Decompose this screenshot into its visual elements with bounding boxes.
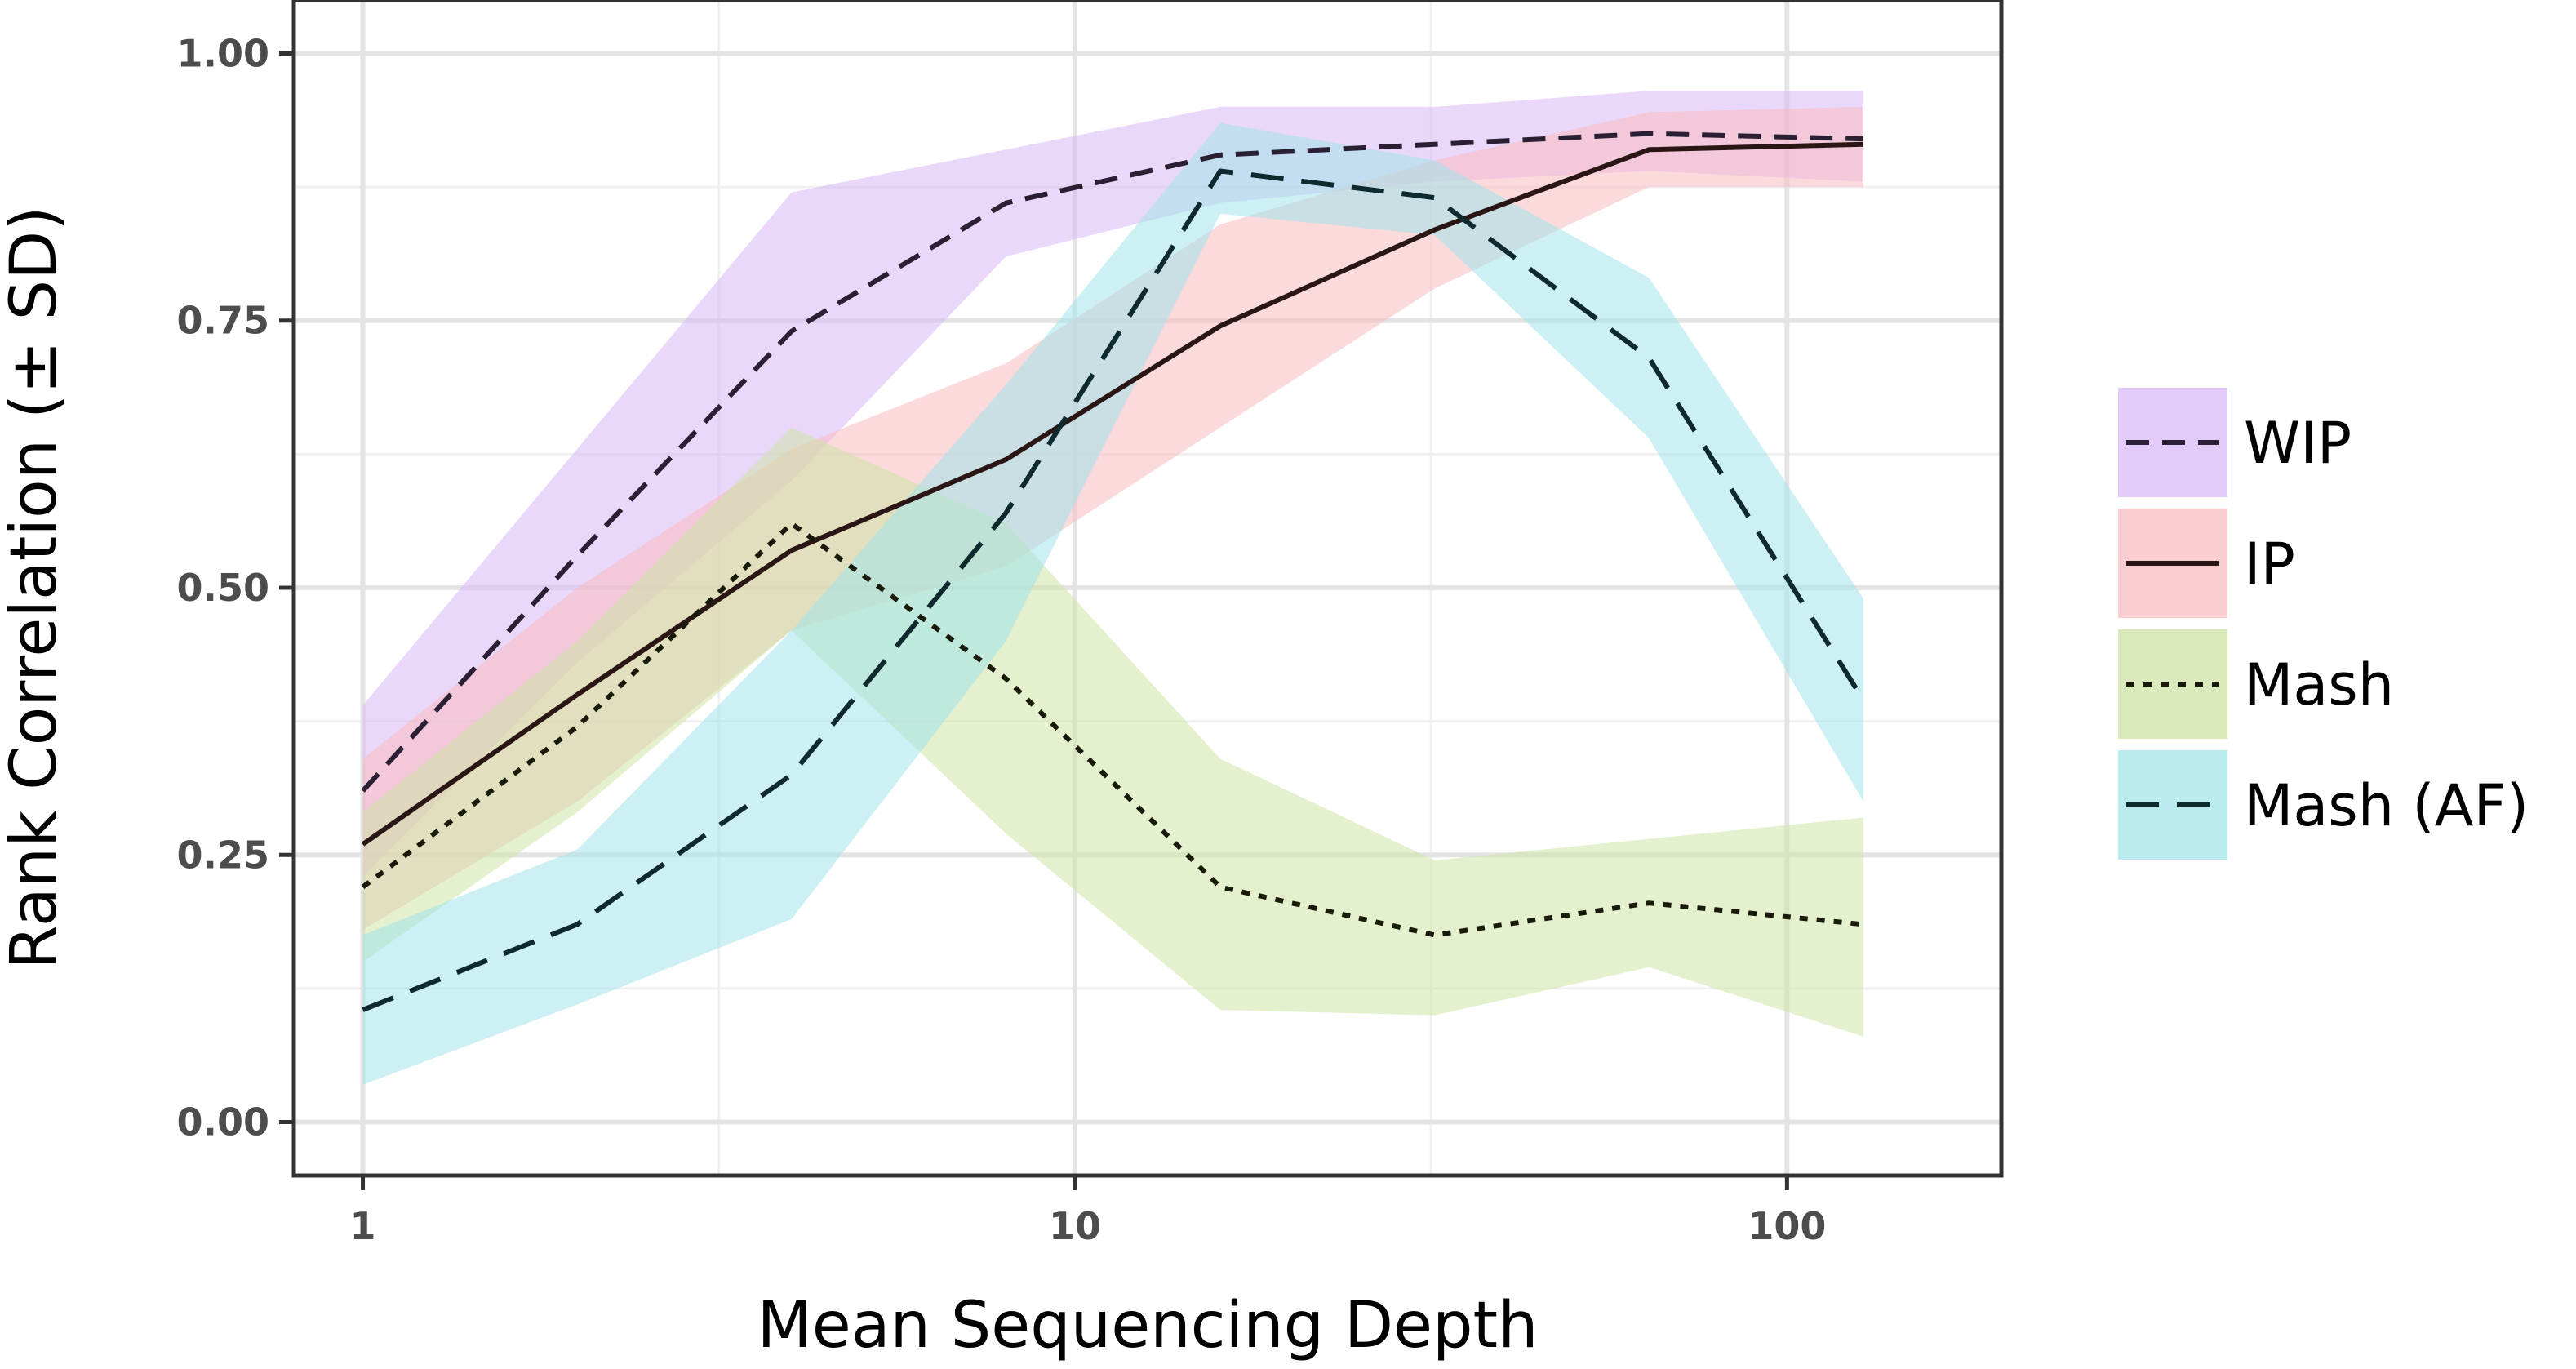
x-axis-title: Mean Sequencing Depth	[757, 1289, 1538, 1362]
x-tick-label: 10	[1049, 1204, 1101, 1248]
series-line-2	[361, 521, 1864, 938]
legend-item-1: IP	[2118, 509, 2295, 618]
legend: WIP IP Mash Mash (AF)	[2118, 388, 2529, 860]
sd-bands	[362, 91, 1863, 1085]
legend-label: Mash	[2244, 651, 2394, 718]
sd-band-0	[362, 91, 1863, 877]
legend-item-3: Mash (AF)	[2118, 750, 2529, 860]
y-axis-title: Rank Correlation (± SD)	[0, 206, 71, 969]
sd-band-2	[362, 427, 1863, 1037]
legend-label: WIP	[2244, 410, 2352, 477]
y-axis: 0.00 0.25 0.50 0.75 1.00	[177, 31, 294, 1145]
series-lines	[361, 131, 1866, 1012]
y-tick-label: 0.25	[177, 833, 270, 877]
x-tick-label: 1	[350, 1204, 376, 1248]
legend-item-0: WIP	[2118, 388, 2352, 497]
series-line-3	[362, 168, 1866, 1012]
legend-item-2: Mash	[2118, 629, 2394, 739]
legend-label: Mash (AF)	[2244, 772, 2529, 839]
y-tick-label: 0.75	[177, 299, 270, 343]
y-tick-label: 0.50	[177, 566, 270, 610]
sd-band-3	[362, 122, 1863, 1085]
series-line-0	[361, 131, 1863, 793]
y-tick-label: 0.00	[177, 1100, 270, 1145]
y-tick-label: 1.00	[177, 31, 270, 75]
x-tick-label: 100	[1748, 1204, 1826, 1248]
series-line-1	[361, 141, 1863, 847]
legend-label: IP	[2244, 531, 2295, 598]
legend-key-band	[2118, 629, 2227, 739]
x-axis: 1 10 100	[350, 1176, 1826, 1248]
